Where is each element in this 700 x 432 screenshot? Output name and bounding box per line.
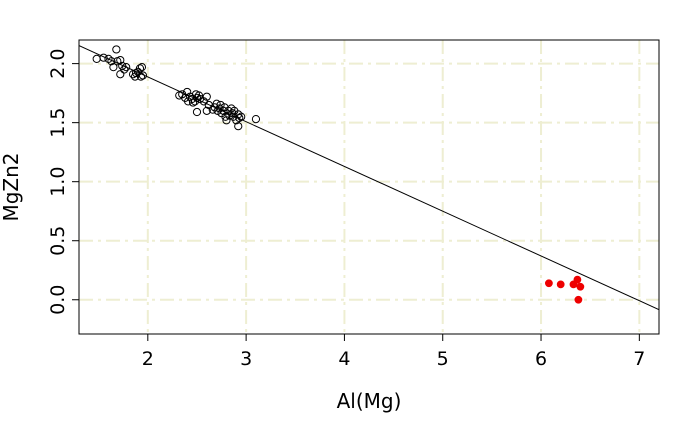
data-point-open [219, 106, 228, 115]
y-tick-label: 0.5 [47, 226, 69, 256]
data-point-open [136, 72, 146, 81]
data-point-open [122, 63, 131, 72]
data-point-open [92, 54, 101, 63]
regression-line [79, 45, 659, 311]
data-point-open [202, 92, 211, 101]
data-point-open [237, 112, 246, 121]
y-tick-label: 2.0 [47, 49, 69, 79]
y-tick-label: 1.0 [47, 167, 69, 197]
data-point-open [235, 113, 244, 123]
data-point-red [574, 295, 583, 304]
data-point-open [107, 57, 116, 66]
x-tick-label: 3 [240, 348, 252, 370]
data-point-open [99, 53, 108, 62]
data-point-open [116, 55, 125, 65]
x-axis-title: Al(Mg) [337, 389, 402, 413]
y-tick-label: 1.5 [47, 108, 69, 138]
data-point-open [137, 63, 147, 72]
grid-lines [79, 40, 659, 334]
data-point-open [183, 87, 192, 97]
x-tick-label: 7 [633, 348, 645, 370]
data-point-open [234, 122, 243, 131]
data-point-open [228, 109, 237, 118]
data-point-red [544, 279, 553, 288]
data-point-open [109, 63, 118, 72]
data-point-open [194, 91, 204, 100]
y-tick-label: 0.0 [47, 285, 69, 315]
x-tick-label: 2 [142, 348, 154, 370]
regression-line-layer [79, 45, 659, 311]
x-tick-label: 4 [338, 348, 350, 370]
data-point-open [202, 106, 211, 115]
data-point-open [251, 115, 261, 124]
data-point-open [215, 104, 224, 113]
data-point-open [138, 71, 147, 80]
data-point-open [116, 70, 125, 79]
x-tick-label: 5 [437, 348, 449, 370]
data-point-open [222, 116, 231, 125]
data-point-red [556, 280, 565, 289]
x-axis: 2 3 4 5 6 7 [142, 334, 645, 370]
data-point-open [130, 72, 140, 81]
plot-frame [78, 39, 660, 335]
data-point-open [135, 64, 145, 73]
data-point-open [192, 107, 202, 117]
data-point-red [576, 282, 585, 291]
data-point-red [573, 275, 582, 284]
data-points [92, 45, 585, 304]
y-axis-title: MgZn2 [0, 152, 23, 221]
y-axis: 0.0 0.5 1.0 1.5 2.0 [47, 49, 79, 315]
x-tick-label: 6 [535, 348, 547, 370]
data-point-open [112, 45, 121, 54]
